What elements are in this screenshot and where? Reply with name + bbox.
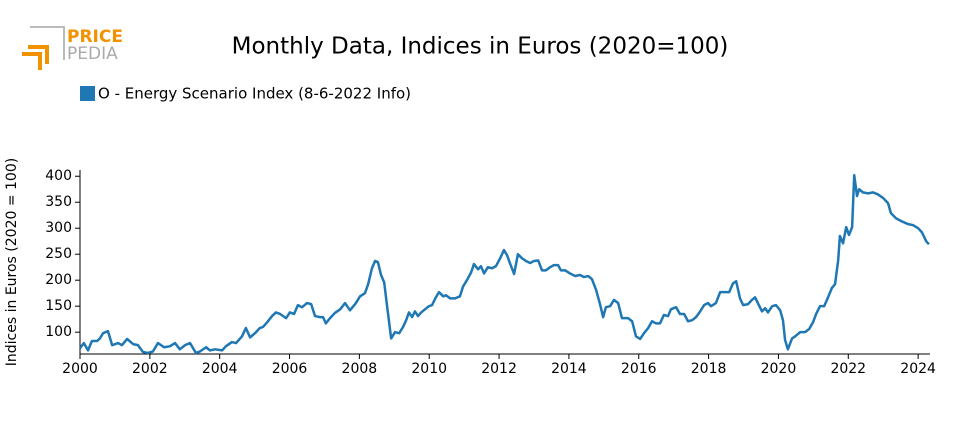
y-axis-label: Indices in Euros (2020 = 100): [4, 158, 20, 366]
x-tick-label: 2000: [62, 361, 98, 377]
y-tick-label: 100: [45, 324, 72, 340]
x-tick-label: 2004: [202, 361, 238, 377]
logo: PRICE PEDIA: [22, 26, 123, 70]
x-tick-label: 2006: [272, 361, 308, 377]
y-tick-label: 250: [45, 246, 72, 262]
x-tick-label: 2020: [761, 361, 797, 377]
x-tick-label: 2012: [481, 361, 517, 377]
x-tick-label: 2018: [691, 361, 727, 377]
x-tick-label: 2016: [621, 361, 657, 377]
series-line: [78, 173, 930, 355]
y-tick-label: 350: [45, 194, 72, 210]
x-tick-label: 2024: [900, 361, 936, 377]
logo-mark: [22, 45, 49, 70]
logo-top: PRICE: [67, 27, 123, 47]
logo-bottom: PEDIA: [67, 44, 118, 64]
y-tick-label: 300: [45, 220, 72, 236]
legend-label: O - Energy Scenario Index (8-6-2022 Info…: [98, 85, 411, 103]
x-tick-label: 2014: [551, 361, 587, 377]
chart-title: Monthly Data, Indices in Euros (2020=100…: [232, 34, 729, 60]
y-tick-label: 150: [45, 298, 72, 314]
x-tick-label: 2002: [132, 361, 168, 377]
y-tick-label: 200: [45, 272, 72, 288]
x-tick-label: 2010: [411, 361, 447, 377]
y-tick-label: 400: [45, 168, 72, 184]
legend-swatch: [80, 86, 95, 101]
x-tick-label: 2008: [342, 361, 378, 377]
logo-frame: [30, 26, 65, 60]
x-tick-label: 2022: [830, 361, 866, 377]
